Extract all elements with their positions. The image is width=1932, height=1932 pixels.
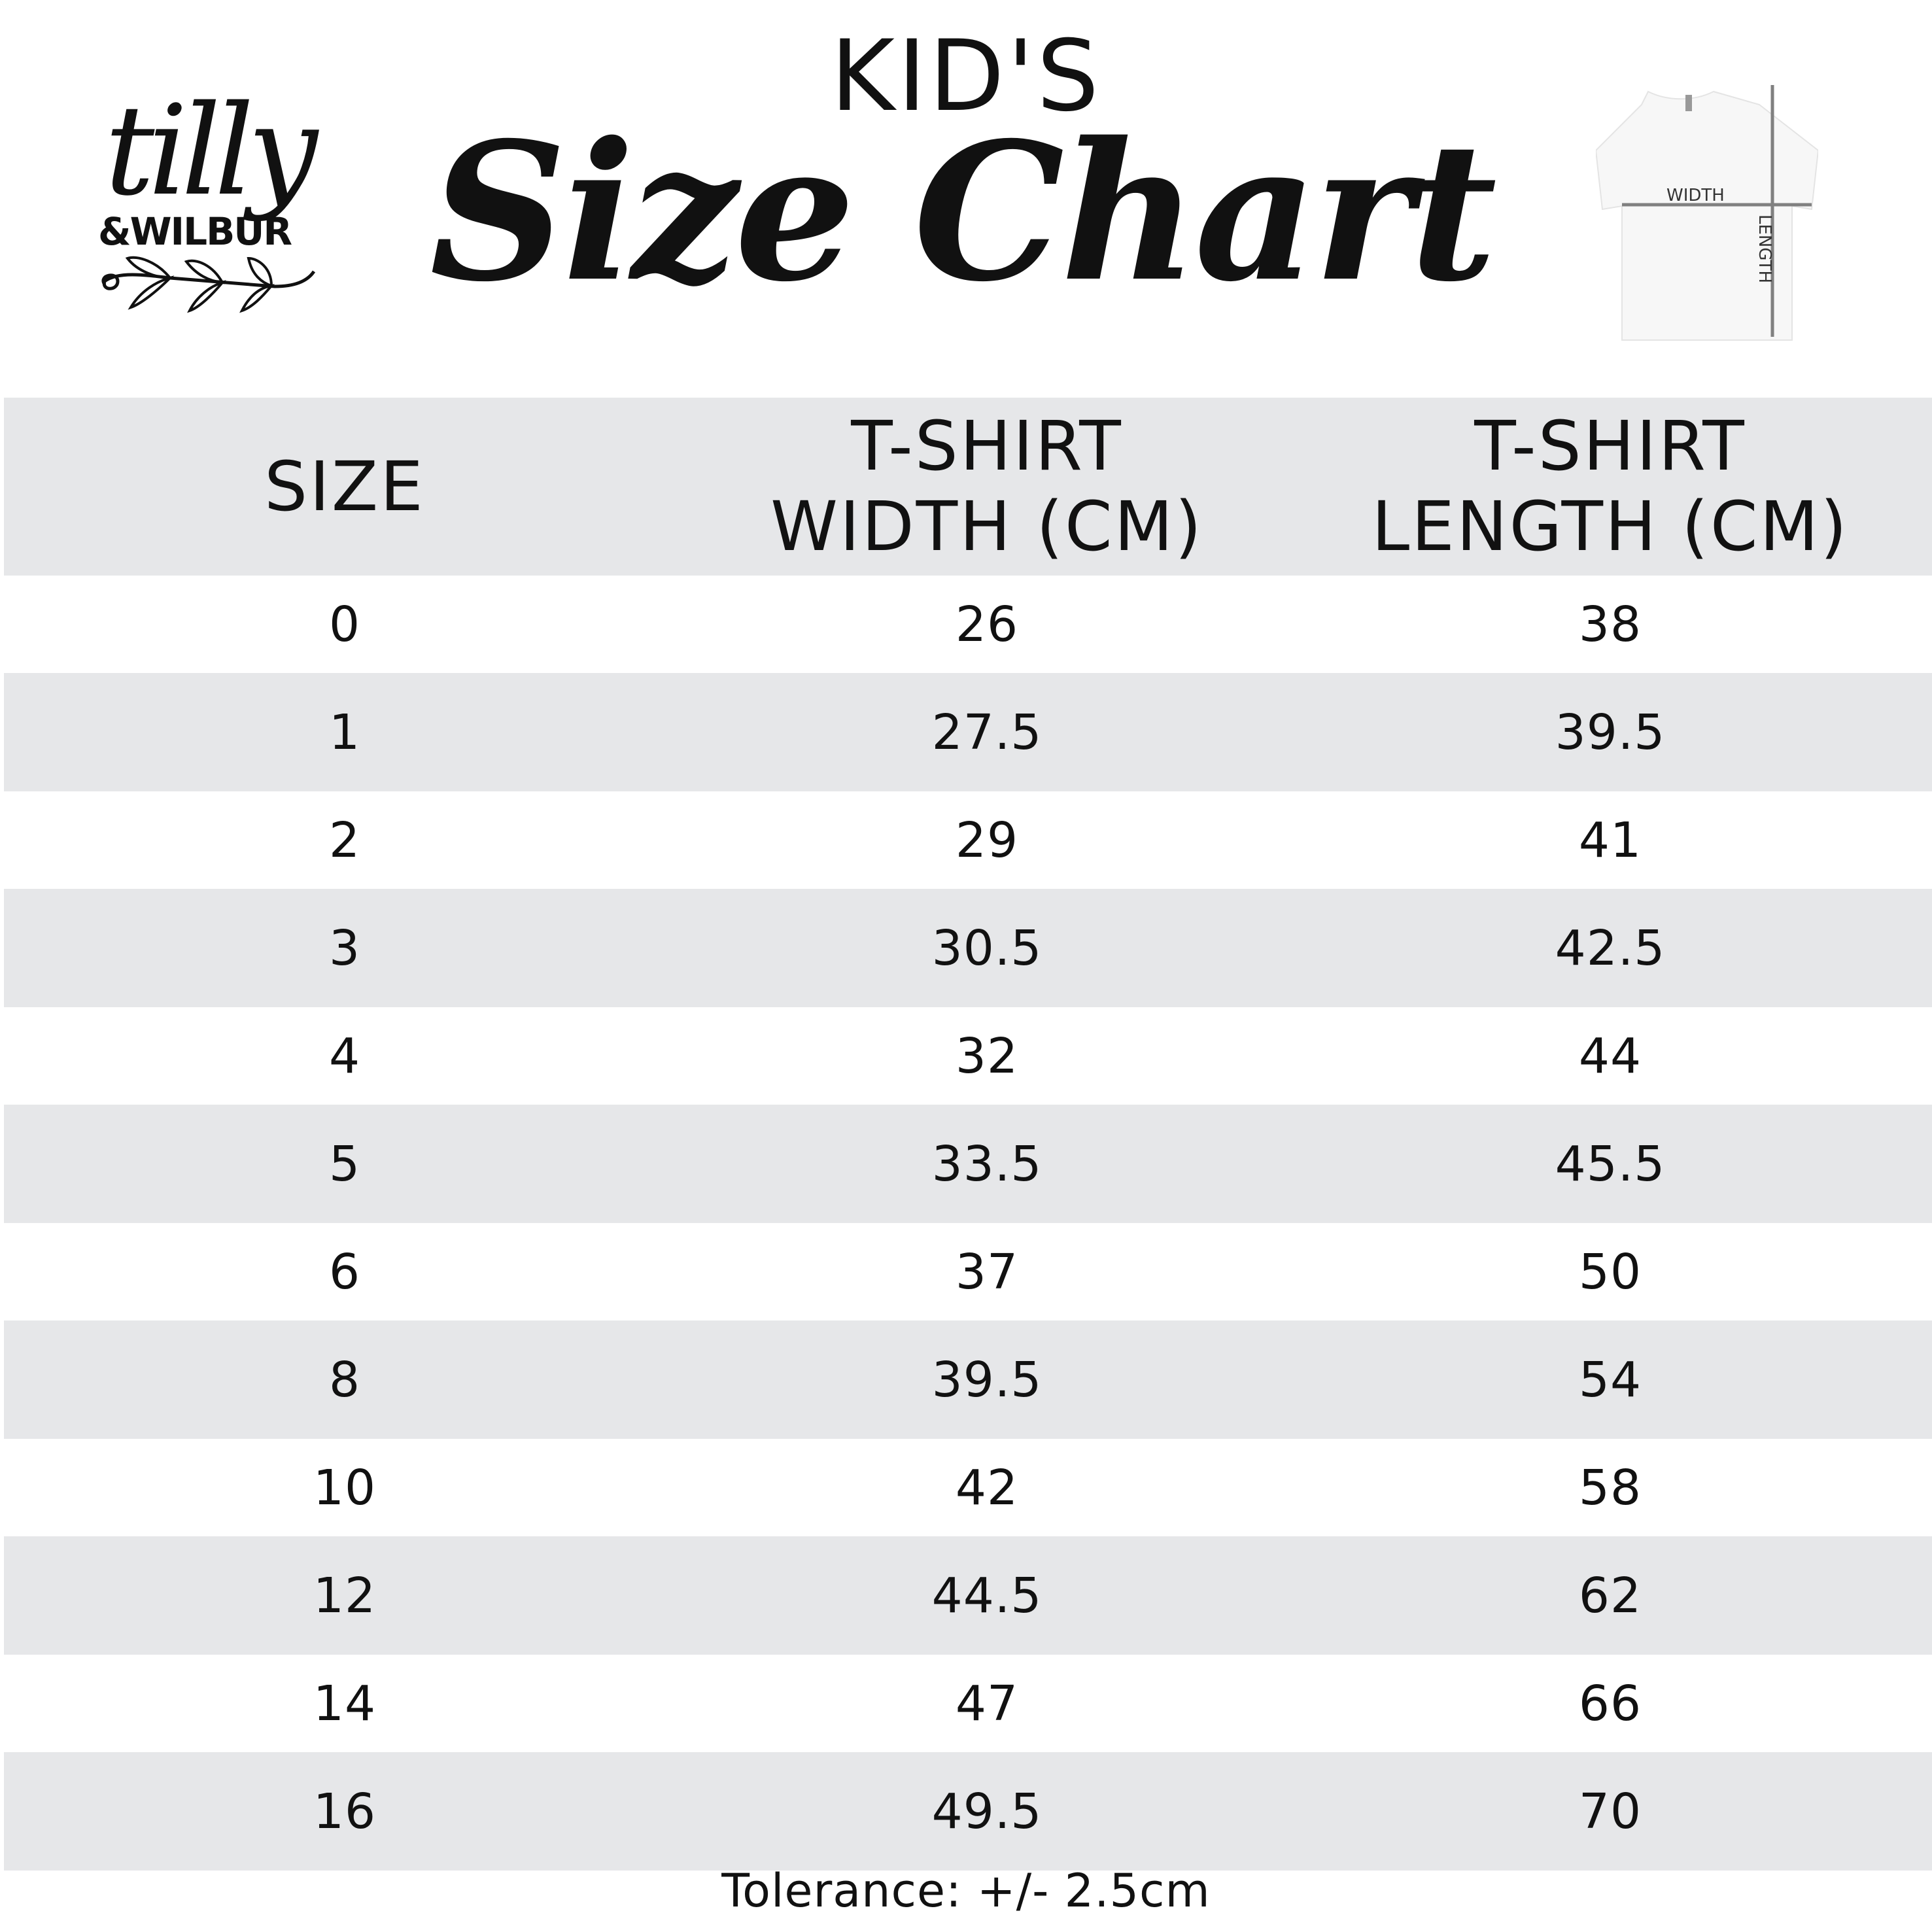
table-row: 14 47 66	[4, 1655, 1932, 1752]
table-row: 6 37 50	[4, 1223, 1932, 1320]
page-subtitle: Size Chart	[429, 101, 1497, 324]
width-cell: 26	[685, 576, 1288, 673]
column-header-width: T-SHIRT WIDTH (CM)	[685, 398, 1288, 576]
table-header-row: SIZE T-SHIRT WIDTH (CM) T-SHIRT LENGTH (CM…	[4, 398, 1932, 576]
length-cell: 54	[1288, 1320, 1932, 1439]
width-label: WIDTH	[1666, 186, 1725, 205]
length-cell: 41	[1288, 791, 1932, 889]
size-table: SIZE T-SHIRT WIDTH (CM) T-SHIRT LENGTH (CM…	[4, 398, 1932, 1871]
page-title: KID'S	[830, 20, 1102, 133]
size-cell: 6	[4, 1223, 685, 1320]
length-label: LENGTH	[1755, 215, 1774, 283]
size-cell: 12	[4, 1536, 685, 1655]
width-cell: 32	[685, 1007, 1288, 1105]
size-cell: 2	[4, 791, 685, 889]
table-row: 16 49.5 70	[4, 1752, 1932, 1871]
width-cell: 42	[685, 1439, 1288, 1536]
table-row: 1 27.5 39.5	[4, 673, 1932, 791]
width-cell: 44.5	[685, 1536, 1288, 1655]
width-cell: 39.5	[685, 1320, 1288, 1439]
table-row: 10 42 58	[4, 1439, 1932, 1536]
width-cell: 27.5	[685, 673, 1288, 791]
length-cell: 62	[1288, 1536, 1932, 1655]
length-cell: 70	[1288, 1752, 1932, 1871]
length-cell: 39.5	[1288, 673, 1932, 791]
header-text: WIDTH (CM)	[770, 487, 1203, 566]
size-cell: 3	[4, 889, 685, 1007]
tolerance-note: Tolerance: +/- 2.5cm	[721, 1864, 1211, 1918]
width-cell: 29	[685, 791, 1288, 889]
logo-text-tilly: tilly	[105, 78, 318, 223]
header-text: T-SHIRT	[1474, 406, 1746, 487]
size-cell: 5	[4, 1105, 685, 1223]
size-cell: 1	[4, 673, 685, 791]
size-cell: 10	[4, 1439, 685, 1536]
length-cell: 45.5	[1288, 1105, 1932, 1223]
size-cell: 0	[4, 576, 685, 673]
tshirt-measurement-diagram: WIDTH LENGTH	[1596, 85, 1818, 341]
size-cell: 8	[4, 1320, 685, 1439]
column-header-length: T-SHIRT LENGTH (CM)	[1288, 398, 1932, 576]
table-row: 5 33.5 45.5	[4, 1105, 1932, 1223]
width-cell: 47	[685, 1655, 1288, 1752]
table-row: 0 26 38	[4, 576, 1932, 673]
header-text: LENGTH (CM)	[1371, 487, 1849, 566]
length-cell: 58	[1288, 1439, 1932, 1536]
table-row: 2 29 41	[4, 791, 1932, 889]
length-cell: 42.5	[1288, 889, 1932, 1007]
width-cell: 37	[685, 1223, 1288, 1320]
table-row: 3 30.5 42.5	[4, 889, 1932, 1007]
column-header-size: SIZE	[4, 398, 685, 576]
width-cell: 30.5	[685, 889, 1288, 1007]
table-row: 8 39.5 54	[4, 1320, 1932, 1439]
length-cell: 44	[1288, 1007, 1932, 1105]
width-cell: 49.5	[685, 1752, 1288, 1871]
vine-icon	[101, 256, 316, 313]
size-cell: 4	[4, 1007, 685, 1105]
length-cell: 50	[1288, 1223, 1932, 1320]
table-row: 12 44.5 62	[4, 1536, 1932, 1655]
table-row: 4 32 44	[4, 1007, 1932, 1105]
size-cell: 16	[4, 1752, 685, 1871]
length-cell: 66	[1288, 1655, 1932, 1752]
brand-logo: tilly &WILBUR	[92, 78, 327, 314]
header-text: T-SHIRT	[851, 406, 1123, 487]
width-cell: 33.5	[685, 1105, 1288, 1223]
logo-text-wilbur: &WILBUR	[98, 209, 292, 254]
header-text: SIZE	[264, 446, 425, 526]
size-cell: 14	[4, 1655, 685, 1752]
length-cell: 38	[1288, 576, 1932, 673]
